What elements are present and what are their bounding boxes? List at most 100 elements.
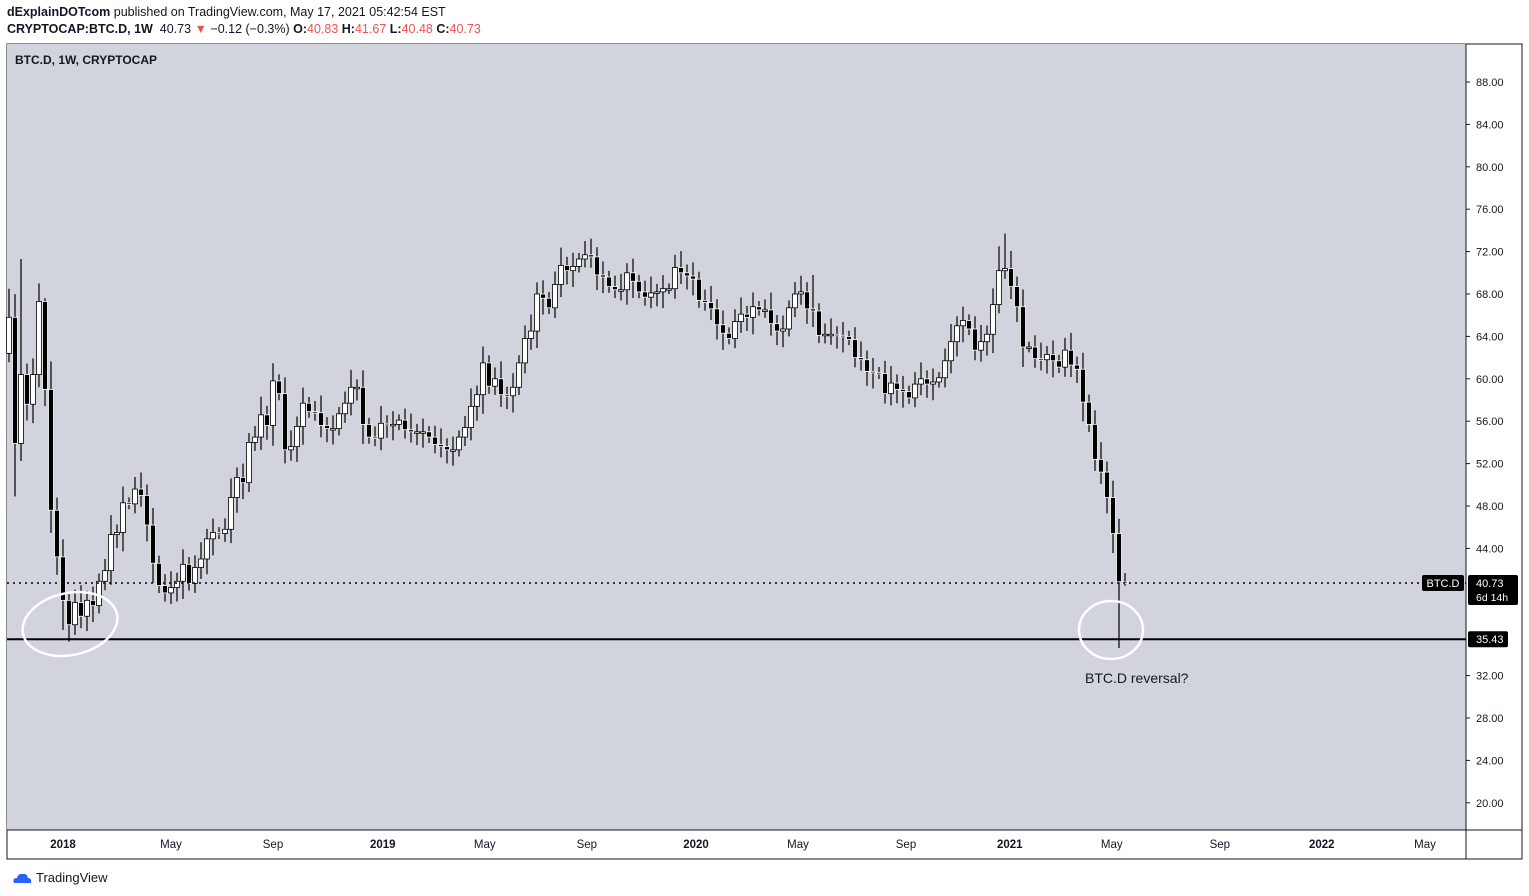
candle-body	[546, 297, 552, 309]
candle-body	[624, 272, 630, 291]
candle-down	[900, 375, 906, 408]
candle-body	[906, 391, 912, 399]
candle-body	[270, 380, 276, 426]
tradingview-logo[interactable]: TradingView	[12, 870, 108, 885]
candle-body	[162, 585, 168, 594]
candle-body	[180, 563, 186, 582]
candle-down	[606, 270, 612, 293]
candle-body	[924, 378, 930, 385]
candle-body	[1014, 286, 1020, 308]
candle-up	[84, 590, 90, 632]
candle-body	[12, 316, 18, 444]
candle-down	[1038, 342, 1044, 371]
candle-body	[804, 291, 810, 310]
candle-body	[108, 534, 114, 572]
candle-body	[360, 386, 366, 425]
candle-body	[846, 335, 852, 340]
candle-down	[906, 385, 912, 404]
price-tick-label: 56.00	[1476, 416, 1504, 428]
candle-body	[696, 278, 702, 301]
candle-up	[624, 263, 630, 305]
candle-up	[822, 323, 828, 344]
candle-body	[252, 436, 258, 443]
candle-body	[510, 386, 516, 397]
candle-body	[366, 423, 372, 438]
candle-up	[912, 372, 918, 408]
candle-body	[894, 382, 900, 390]
candle-down	[432, 425, 438, 454]
time-tick-label: 2021	[997, 839, 1023, 851]
candle-body	[186, 563, 192, 584]
candle-up	[738, 297, 744, 333]
candle-body	[288, 446, 294, 451]
candle-up	[258, 396, 264, 450]
candle-up	[522, 325, 528, 374]
candle-body	[474, 394, 480, 407]
candle-up	[108, 515, 114, 585]
candle-body	[792, 293, 798, 309]
candle-up	[516, 355, 522, 396]
candle-down	[60, 539, 66, 631]
candle-body	[342, 402, 348, 415]
candle-down	[708, 285, 714, 321]
support-price-value: 35.43	[1476, 634, 1504, 646]
candle-body	[552, 284, 558, 309]
candle-down	[24, 363, 30, 421]
candle-down	[690, 262, 696, 296]
candle-down	[972, 316, 978, 361]
candle-body	[204, 538, 210, 560]
candle-down	[402, 408, 408, 439]
candle-down	[156, 555, 162, 594]
candle-up	[798, 275, 804, 305]
candle-down	[138, 472, 144, 507]
candle-body	[396, 419, 402, 425]
candle-down	[1014, 276, 1020, 322]
candle-body	[576, 258, 582, 267]
candle-up	[762, 299, 768, 318]
candle-down	[276, 374, 282, 401]
candle-down	[768, 292, 774, 336]
candle-body	[432, 436, 438, 445]
candle-down	[504, 386, 510, 410]
annotation-text: BTC.D reversal?	[1085, 670, 1189, 686]
candle-body	[144, 494, 150, 526]
low-value: 40.48	[401, 22, 433, 36]
candle-body	[414, 431, 420, 434]
candle-body	[468, 405, 474, 428]
price-axis[interactable]: 88.00 84.00 80.00 76.00 72.00 68.00 64.00 60.00…	[1466, 77, 1504, 810]
horizontal-lines: BTC.D 40.73 6d 14h 35.43	[7, 575, 1518, 648]
candle-body	[1044, 354, 1050, 361]
candle-down	[12, 294, 18, 497]
candle-down	[1008, 250, 1014, 299]
author-name[interactable]: dExplainDOTcom	[7, 5, 111, 19]
candle-body	[330, 428, 336, 431]
candle-up	[234, 467, 240, 513]
candle-up	[378, 405, 384, 451]
candle-down	[438, 428, 444, 458]
candle-down	[384, 415, 390, 438]
candle-up	[1002, 233, 1008, 279]
candle-up	[558, 247, 564, 297]
candle-body	[294, 426, 300, 448]
candle-body	[840, 334, 846, 338]
candle-up	[414, 423, 420, 446]
price-tick-label: 28.00	[1476, 713, 1504, 725]
candle-up	[180, 549, 186, 599]
price-tick-label: 52.00	[1476, 459, 1504, 471]
candle-body	[852, 339, 858, 358]
candle-body	[516, 362, 522, 388]
candle-body	[18, 374, 24, 444]
time-tick-label: Sep	[896, 839, 916, 851]
candle-body	[558, 264, 564, 285]
time-tick-label: Sep	[1210, 839, 1230, 851]
candle-down	[714, 299, 720, 340]
candle-up	[984, 325, 990, 356]
plot-area[interactable]	[7, 44, 1466, 830]
support-price-label	[1468, 631, 1508, 648]
candle-down	[1068, 332, 1074, 378]
time-tick-label: May	[1101, 839, 1123, 851]
time-axis[interactable]: 2018 May Sep 2019 May Sep 2020 May Sep 2021 May Sep…	[50, 839, 1436, 851]
candle-up	[456, 430, 462, 457]
candle-body	[816, 310, 822, 336]
